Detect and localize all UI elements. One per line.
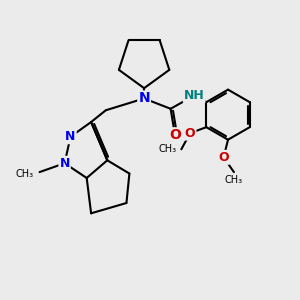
Text: N: N <box>59 157 70 170</box>
Text: NH: NH <box>184 89 205 102</box>
Text: CH₃: CH₃ <box>159 144 177 154</box>
Text: CH₃: CH₃ <box>225 175 243 185</box>
Text: N: N <box>138 92 150 106</box>
Text: N: N <box>65 130 76 143</box>
Text: O: O <box>185 127 196 140</box>
Text: O: O <box>218 151 229 164</box>
Text: CH₃: CH₃ <box>16 169 34 178</box>
Text: O: O <box>169 128 181 142</box>
